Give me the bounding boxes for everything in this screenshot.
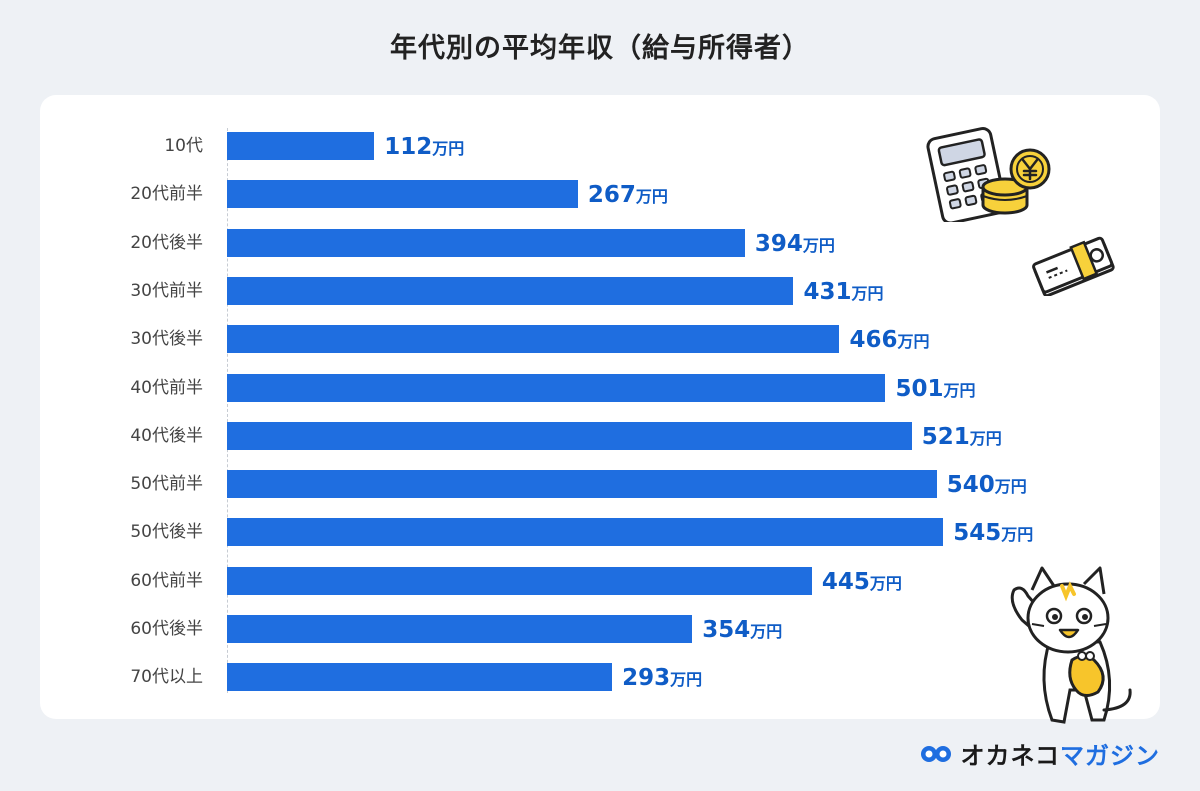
banknote-stack-icon <box>1032 236 1115 296</box>
data-label-unit: 万円 <box>670 670 703 690</box>
bar <box>227 228 745 257</box>
bar <box>227 180 578 209</box>
data-label-value: 394 <box>754 230 803 257</box>
bar <box>227 325 840 354</box>
data-label-value: 354 <box>702 617 751 643</box>
bar <box>227 276 794 305</box>
data-label-value: 540 <box>946 472 995 499</box>
data-label-unit: 万円 <box>943 380 976 400</box>
y-axis-line <box>227 128 228 693</box>
category-label: 20代前半 <box>130 184 203 205</box>
data-label-value: 267 <box>587 182 636 209</box>
data-label-value: 501 <box>895 375 944 402</box>
data-label: 466万円 <box>849 326 929 354</box>
category-label: 70代以上 <box>130 667 203 688</box>
data-label: 267万円 <box>588 181 668 209</box>
brand-logo-icon <box>921 745 952 762</box>
data-label-value: 445 <box>821 568 870 595</box>
category-label: 20代後半 <box>130 232 203 253</box>
data-label-value: 431 <box>803 278 852 305</box>
category-label: 60代前半 <box>130 570 203 591</box>
category-label: 30代後半 <box>130 329 203 350</box>
category-label: 50代後半 <box>130 522 203 543</box>
category-label: 40代後半 <box>130 425 203 446</box>
data-label-value: 545 <box>953 520 1002 547</box>
brand-logo: オカネコ マガジン <box>920 736 1160 771</box>
bar <box>227 421 912 450</box>
data-label-unit: 万円 <box>750 622 783 641</box>
category-label: 30代前半 <box>130 280 203 301</box>
data-label-unit: 万円 <box>851 283 884 303</box>
category-label: 60代後半 <box>130 619 203 639</box>
data-label-value: 521 <box>921 423 970 450</box>
category-label: 40代前半 <box>130 377 203 398</box>
data-label-unit: 万円 <box>869 573 902 593</box>
data-label: 293万円 <box>622 664 702 692</box>
cat-mascot-icon <box>1010 566 1132 724</box>
data-label-unit: 万円 <box>969 428 1002 448</box>
bar <box>227 663 613 692</box>
yen-coin-icon <box>981 148 1051 215</box>
data-label-unit: 万円 <box>1001 525 1034 545</box>
data-label: 501万円 <box>895 375 975 403</box>
data-label-value: 466 <box>849 327 898 354</box>
data-label-unit: 万円 <box>432 139 465 158</box>
bar <box>227 518 944 547</box>
data-label-value: 112 <box>384 134 433 160</box>
chart-title: 年代別の平均年収（給与所得者） <box>390 33 810 64</box>
category-label: 10代 <box>164 136 203 156</box>
data-label: 431万円 <box>803 278 883 306</box>
data-label-unit: 万円 <box>994 477 1027 497</box>
brand-name: オカネコ <box>960 742 1060 770</box>
calculator-icon <box>926 127 1007 222</box>
category-label: 50代前半 <box>130 474 203 495</box>
data-label: 394万円 <box>755 230 835 258</box>
data-label: 545万円 <box>953 519 1033 547</box>
data-label: 354万円 <box>702 616 782 644</box>
data-label-unit: 万円 <box>897 332 930 352</box>
bar <box>227 373 886 402</box>
data-label-unit: 万円 <box>635 187 668 207</box>
data-label: 112万円 <box>384 133 464 161</box>
brand-subtitle: マガジン <box>1060 742 1160 770</box>
data-label-unit: 万円 <box>802 235 835 255</box>
data-label: 540万円 <box>947 471 1027 499</box>
data-label: 521万円 <box>922 423 1002 451</box>
data-label-value: 293 <box>622 665 671 692</box>
bar <box>227 566 812 595</box>
bar <box>227 470 937 499</box>
data-label: 445万円 <box>822 568 902 596</box>
bar <box>227 132 375 160</box>
bar <box>227 615 693 643</box>
